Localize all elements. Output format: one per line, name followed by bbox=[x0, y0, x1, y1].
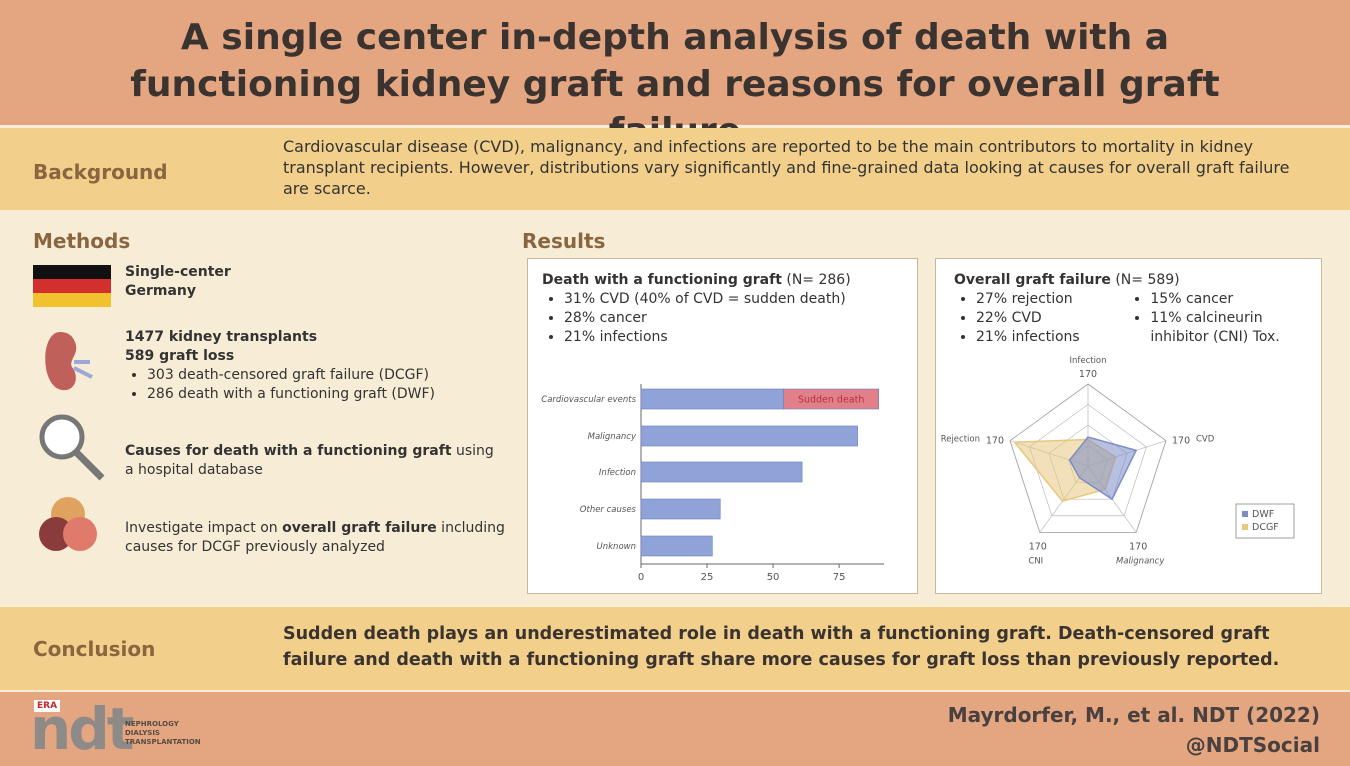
segment-label: Sudden death bbox=[798, 395, 864, 406]
axis-label: CNI bbox=[1028, 556, 1043, 566]
category-label: Unknown bbox=[597, 542, 636, 552]
method-bullet: 286 death with a functioning graft (DWF) bbox=[147, 385, 505, 404]
method-heading: 589 graft loss bbox=[125, 347, 505, 366]
method-item: Investigate impact on overall graft fail… bbox=[125, 519, 505, 557]
r-tick-label: 170 bbox=[1129, 541, 1147, 552]
method-item: Causes for death with a functioning graf… bbox=[125, 442, 505, 480]
x-tick-label: 50 bbox=[767, 572, 780, 583]
conclusion-section: Conclusion Sudden death plays an underes… bbox=[0, 607, 1350, 690]
dwf-panel: Death with a functioning graft (N= 286) … bbox=[527, 258, 918, 594]
r-tick-label: 170 bbox=[1079, 369, 1097, 380]
category-label: Malignancy bbox=[588, 432, 637, 442]
page: A single center in-depth analysis of dea… bbox=[0, 0, 1350, 766]
legend-label: DCGF bbox=[1252, 522, 1279, 533]
axis-label: Rejection bbox=[941, 435, 980, 445]
handle: @NDTSocial bbox=[948, 730, 1320, 760]
logo-mark: ndt bbox=[30, 692, 132, 766]
legend-label: DWF bbox=[1252, 509, 1274, 520]
background-text: Cardiovascular disease (CVD), malignancy… bbox=[283, 136, 1303, 199]
axis-label: Infection bbox=[1069, 356, 1106, 366]
method-text: Causes for death with a functioning graf… bbox=[125, 442, 505, 480]
bar bbox=[641, 536, 712, 556]
radar-chart: 170 Infection 170 CVD 170 Malignancy 170 CNI 170… bbox=[936, 259, 1321, 593]
logo-line: NEPHROLOGY bbox=[125, 720, 201, 729]
method-heading: Single-center bbox=[125, 263, 505, 282]
header: A single center in-depth analysis of dea… bbox=[0, 0, 1350, 125]
method-text: Investigate impact on overall graft fail… bbox=[125, 519, 505, 557]
logo-line: TRANSPLANTATION bbox=[125, 738, 201, 747]
r-tick-label: 170 bbox=[986, 436, 1004, 447]
background-section: Background Cardiovascular disease (CVD),… bbox=[0, 128, 1350, 210]
legend-swatch bbox=[1242, 511, 1248, 517]
results-label: Results bbox=[522, 229, 605, 253]
bar bbox=[641, 426, 858, 446]
method-run: Causes for death with a functioning graf… bbox=[125, 443, 452, 459]
x-tick-label: 75 bbox=[833, 572, 846, 583]
logo-line: DIALYSIS bbox=[125, 729, 201, 738]
bar bbox=[641, 389, 784, 409]
r-tick-label: 170 bbox=[1172, 436, 1190, 447]
conclusion-text: Sudden death plays an underestimated rol… bbox=[283, 621, 1323, 673]
bar bbox=[641, 499, 720, 519]
r-tick-label: 170 bbox=[1029, 541, 1047, 552]
bar bbox=[641, 462, 802, 482]
bar-chart: 0 25 50 75 Cardiovascular events Malignancy In… bbox=[528, 259, 917, 593]
axis-label: Malignancy bbox=[1116, 556, 1165, 566]
methods-label: Methods bbox=[33, 229, 130, 253]
citation-block: Mayrdorfer, M., et al. NDT (2022) @NDTSo… bbox=[948, 700, 1320, 760]
conclusion-label: Conclusion bbox=[33, 637, 155, 661]
method-bullets: 303 death-censored graft failure (DCGF)2… bbox=[125, 366, 505, 404]
method-run: overall graft failure bbox=[282, 520, 437, 536]
ogf-panel: Overall graft failure (N= 589) 27% rejec… bbox=[935, 258, 1322, 594]
method-bullet: 303 death-censored graft failure (DCGF) bbox=[147, 366, 505, 385]
category-label: Other causes bbox=[580, 505, 637, 515]
method-run: Investigate impact on bbox=[125, 520, 282, 536]
axis-label: CVD bbox=[1196, 435, 1215, 445]
category-label: Infection bbox=[599, 468, 636, 478]
x-tick-label: 0 bbox=[638, 572, 644, 583]
background-label: Background bbox=[33, 160, 168, 184]
x-tick-label: 25 bbox=[701, 572, 714, 583]
method-heading: Germany bbox=[125, 282, 505, 301]
method-heading: 1477 kidney transplants bbox=[125, 328, 505, 347]
category-label: Cardiovascular events bbox=[541, 395, 636, 405]
method-icons bbox=[30, 262, 120, 602]
citation: Mayrdorfer, M., et al. NDT (2022) bbox=[948, 700, 1320, 730]
legend-swatch bbox=[1242, 524, 1248, 530]
